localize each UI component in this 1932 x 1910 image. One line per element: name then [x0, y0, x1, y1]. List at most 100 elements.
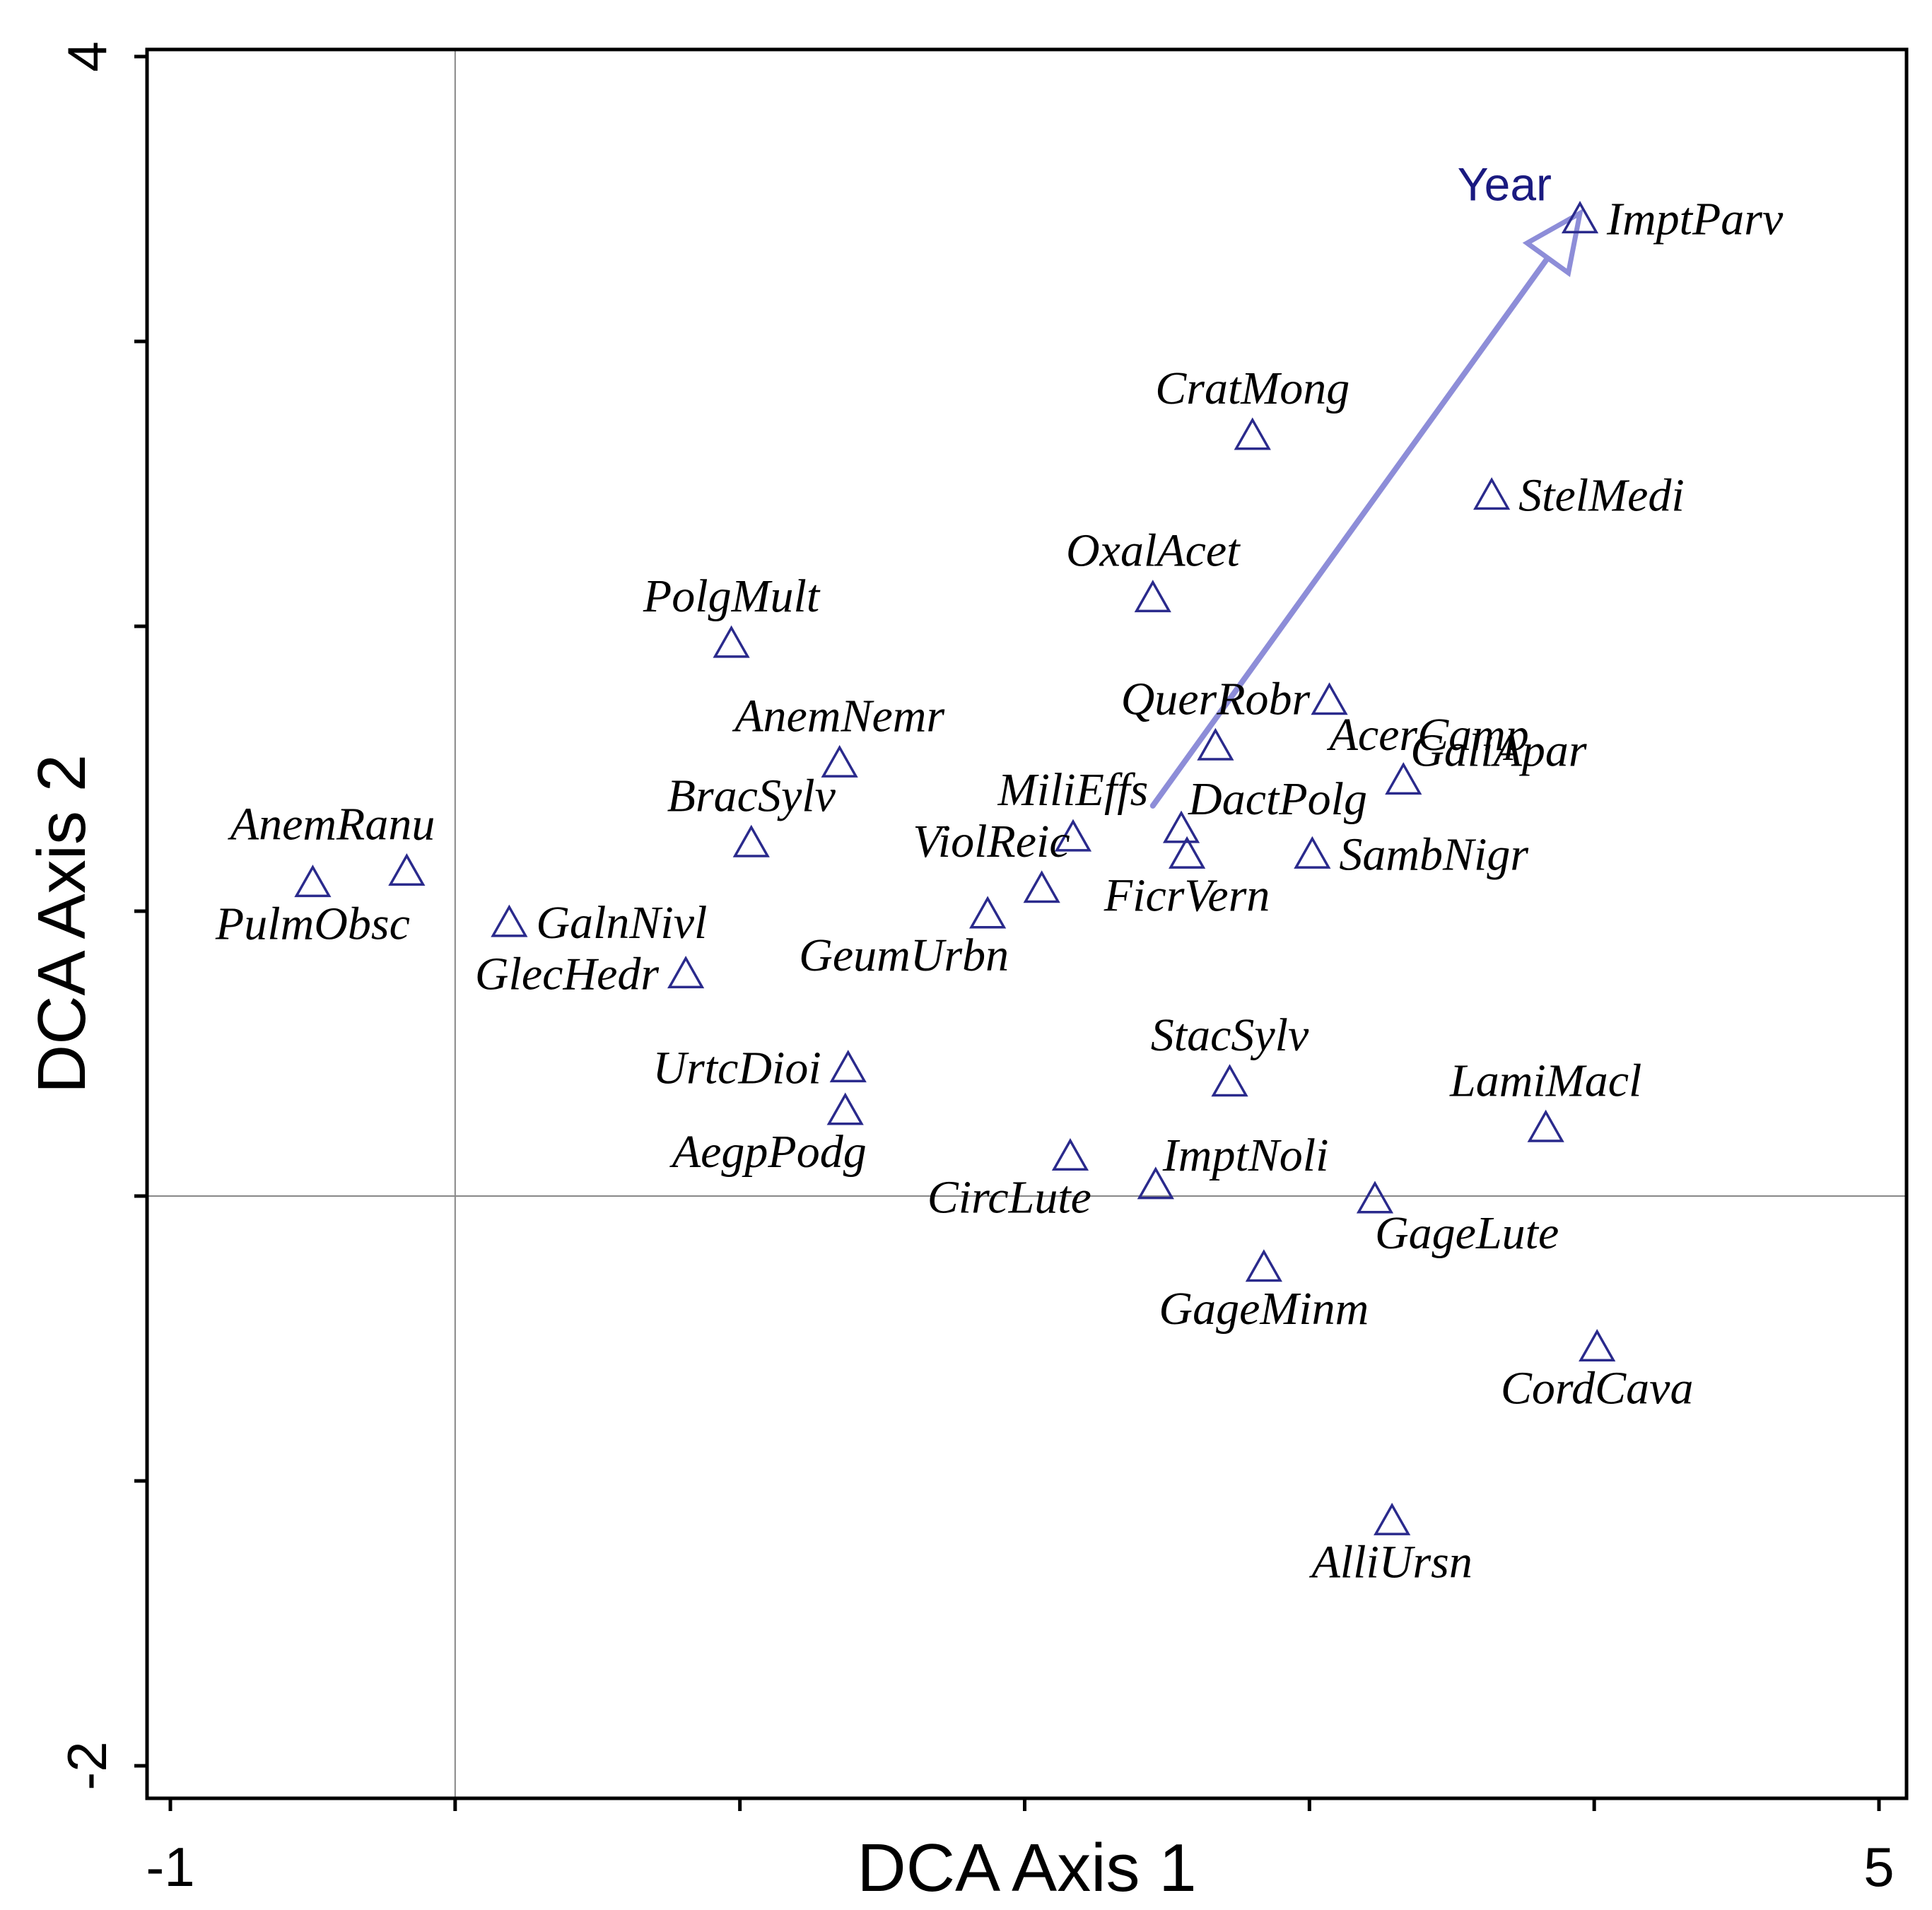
arrow-label: Year	[1458, 158, 1552, 211]
species-point: ViolReic	[913, 816, 1070, 903]
triangle-marker	[1134, 580, 1171, 613]
species-label: CratMong	[1155, 363, 1350, 414]
species-point: CratMong	[1155, 363, 1350, 450]
y-tick-label: -2	[56, 1741, 118, 1790]
triangle-marker	[667, 956, 705, 989]
species-point: GlecHedr	[475, 949, 705, 1000]
species-point: QuerRobr	[1121, 673, 1311, 761]
species-label: OxalAcet	[1066, 525, 1241, 577]
triangle-marker	[1051, 1138, 1089, 1171]
species-point: GeumUrbn	[799, 896, 1009, 981]
species-point: GalnNivl	[491, 897, 707, 949]
species-point: MiliEffs	[997, 764, 1149, 852]
plot-frame	[145, 47, 1909, 1800]
triangle-marker	[969, 896, 1007, 929]
triangle-marker	[1234, 417, 1271, 450]
x-tick-label: 5	[1863, 1836, 1894, 1898]
species-label: GeumUrbn	[799, 930, 1009, 981]
triangle-marker	[1197, 727, 1234, 761]
triangle-marker	[1527, 1109, 1564, 1142]
species-point: AlliUrsn	[1309, 1502, 1473, 1588]
species-label: FicrVern	[1103, 869, 1270, 921]
x-axis-title: DCA Axis 1	[857, 1830, 1196, 1906]
species-label: PulmObsc	[215, 898, 410, 950]
y-axis-title: DCA Axis 2	[24, 754, 100, 1094]
triangle-marker	[1311, 682, 1348, 715]
triangle-marker	[491, 904, 528, 937]
species-point: OxalAcet	[1066, 525, 1241, 613]
triangle-marker	[713, 625, 750, 658]
y-tick-label: 4	[56, 41, 118, 71]
triangle-marker	[1579, 1329, 1616, 1362]
species-label: DactPolg	[1188, 773, 1367, 825]
species-label: UrtcDioi	[652, 1043, 821, 1094]
triangle-marker	[1023, 870, 1060, 903]
triangle-marker	[1561, 201, 1599, 234]
triangle-marker	[1356, 1180, 1394, 1214]
triangle-marker	[1385, 762, 1422, 795]
species-point: StacSylv	[1151, 1009, 1309, 1097]
species-label: GageLute	[1375, 1207, 1559, 1259]
species-point: GageLute	[1356, 1180, 1559, 1259]
triangle-marker	[1137, 1166, 1174, 1200]
species-point: AegpPodg	[669, 1092, 867, 1178]
species-point: CircLute	[927, 1138, 1091, 1224]
arrow-shaft	[1149, 254, 1551, 809]
triangle-marker	[829, 1050, 867, 1083]
species-label: AnemRanu	[228, 799, 435, 850]
triangle-marker	[388, 853, 426, 886]
species-point: CordCava	[1501, 1329, 1694, 1414]
species-label: ImptParv	[1606, 194, 1784, 245]
triangle-marker	[826, 1092, 864, 1125]
species-point: GageMinm	[1159, 1249, 1369, 1335]
species-label: AcerCamp	[1327, 709, 1529, 761]
triangle-marker	[732, 824, 770, 857]
species-point: GaliApar	[1385, 725, 1587, 795]
species-point: ImptParv	[1561, 194, 1784, 245]
species-label: MiliEffs	[997, 764, 1149, 816]
species-label: SambNigr	[1339, 828, 1528, 880]
x-axis: -1 5	[146, 1798, 1895, 1898]
species-label: GageMinm	[1159, 1283, 1369, 1335]
species-point: BracSylv	[667, 770, 836, 857]
arrow-head	[1522, 208, 1583, 278]
triangle-marker	[1473, 477, 1511, 510]
species-point: StelMedi	[1473, 470, 1685, 522]
triangle-marker	[1054, 819, 1092, 852]
species-point: SambNigr	[1294, 828, 1528, 880]
triangle-marker	[1169, 836, 1206, 869]
species-label: CircLute	[927, 1172, 1091, 1224]
species-point: DactPolg	[1162, 773, 1367, 843]
species-label: AnemNemr	[732, 690, 944, 742]
triangle-marker	[1245, 1249, 1282, 1282]
species-point: PulmObsc	[215, 865, 410, 950]
species-label: GalnNivl	[536, 897, 707, 949]
species-label: CordCava	[1501, 1363, 1694, 1414]
x-tick-label: -1	[146, 1836, 194, 1898]
species-point: AnemRanu	[228, 799, 435, 886]
triangle-marker	[1374, 1502, 1411, 1535]
species-point: LamiMacl	[1449, 1055, 1641, 1142]
triangle-marker	[1294, 836, 1331, 869]
species-points: ImptParv CratMong StelMedi OxalAcet PolgMult…	[215, 194, 1784, 1588]
species-label: AlliUrsn	[1309, 1536, 1472, 1588]
species-label: ImptNoli	[1162, 1130, 1329, 1181]
reference-lines	[147, 49, 1907, 1798]
species-label: BracSylv	[667, 770, 836, 821]
species-label: QuerRobr	[1121, 673, 1311, 725]
species-label: GaliApar	[1410, 725, 1587, 777]
triangle-marker	[1211, 1064, 1248, 1097]
species-point: FicrVern	[1103, 836, 1270, 921]
species-point: UrtcDioi	[652, 1043, 867, 1094]
y-axis: 4 -2	[56, 41, 147, 1791]
species-label: AegpPodg	[669, 1126, 867, 1178]
triangle-marker	[1162, 810, 1200, 843]
triangle-marker	[294, 865, 332, 898]
species-label: GlecHedr	[475, 949, 660, 1000]
species-point: ImptNoli	[1137, 1130, 1329, 1200]
triangle-marker	[821, 744, 858, 778]
species-point: AnemNemr	[732, 690, 944, 778]
species-point: AcerCamp	[1311, 682, 1529, 761]
species-label: LamiMacl	[1449, 1055, 1641, 1106]
